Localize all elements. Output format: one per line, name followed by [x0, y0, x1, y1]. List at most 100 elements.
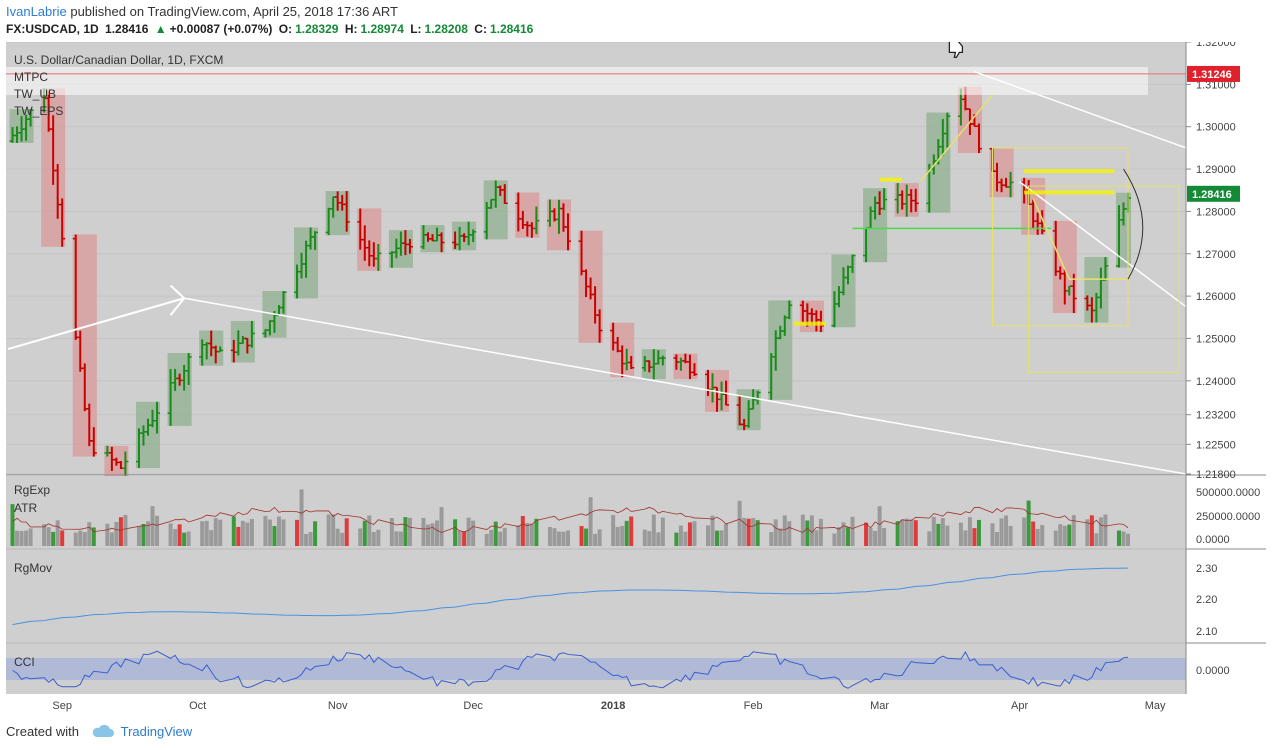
volume-bars — [10, 489, 1130, 546]
volume-bar — [177, 524, 182, 546]
pane-axis-label: 2.30 — [1196, 563, 1217, 575]
arc — [1123, 168, 1144, 280]
trendline — [183, 297, 1187, 475]
volume-bar — [155, 515, 160, 546]
volume-bar — [787, 521, 792, 546]
volume-bar — [547, 526, 552, 546]
volume-bar — [967, 517, 972, 546]
price-tick-label: 1.25000 — [1196, 333, 1236, 345]
pane-axis-label: 2.20 — [1196, 594, 1217, 606]
volume-bar — [304, 533, 309, 546]
pane-axis-label: 2.10 — [1196, 626, 1217, 638]
volume-bar — [660, 517, 665, 546]
volume-bar — [995, 532, 1000, 546]
cci-plot — [6, 650, 1186, 689]
volume-bar — [105, 523, 110, 546]
ohlc-bar — [312, 231, 319, 250]
volume-bar — [1067, 524, 1072, 546]
volume-bar — [358, 528, 363, 546]
legend-item: TW_EPS — [14, 104, 63, 118]
volume-bar — [782, 515, 787, 546]
volume-bar — [371, 532, 376, 546]
volume-bar — [963, 530, 968, 546]
pane-title: CCI — [14, 655, 35, 669]
price-tick-label: 1.29000 — [1196, 164, 1236, 176]
ohlc-bar — [343, 191, 350, 232]
volume-bar — [1031, 521, 1036, 546]
rgmov-pane[interactable] — [6, 550, 1186, 642]
volume-bar — [882, 528, 887, 546]
volume-bar — [82, 532, 87, 546]
ohlc-bar — [217, 346, 224, 353]
volume-bar — [471, 520, 476, 546]
volume-bar — [719, 530, 724, 546]
time-tick-label: Apr — [1011, 700, 1028, 712]
volume-bar — [24, 530, 29, 546]
ohlc-bar — [1007, 171, 1014, 198]
chart-area[interactable]: MTPC TW_UB TW_EPS U.S. Dollar/Canadian Dol… — [6, 37, 1266, 718]
volume-bar — [182, 532, 187, 546]
volume-bar — [818, 518, 823, 546]
volume-bar — [597, 529, 602, 546]
volume-bar — [502, 527, 507, 546]
volume-bar — [846, 527, 850, 546]
volume-bar — [150, 506, 155, 546]
weekly-box — [167, 353, 192, 426]
chart-title: U.S. Dollar/Canadian Dollar, 1D, FXCM — [14, 53, 223, 67]
volume-bar — [742, 517, 747, 546]
ohlc-bar — [944, 112, 951, 148]
volume-bar — [620, 525, 625, 546]
volume-bar — [814, 530, 819, 546]
volume-bar — [118, 517, 123, 546]
volume-bar — [1040, 525, 1045, 546]
volume-bar — [909, 519, 914, 546]
time-tick-label: Feb — [744, 700, 763, 712]
volume-bar — [331, 514, 336, 546]
projection-box — [992, 147, 1129, 327]
pane-title: RgMov — [14, 561, 52, 575]
volume-bar — [895, 521, 900, 546]
last-price: 1.28416 — [105, 22, 149, 36]
ohlc-bar — [565, 213, 571, 251]
tradingview-link[interactable]: TradingView — [120, 724, 193, 739]
volume-bar — [218, 519, 223, 546]
time-tick-label: Dec — [463, 700, 483, 712]
price-tick-label: 1.24000 — [1196, 376, 1236, 388]
legend-item: MTPC — [14, 70, 48, 84]
volume-bar — [836, 527, 841, 546]
publisher-name[interactable]: IvanLabrie — [6, 4, 67, 19]
open-label: O: — [278, 22, 293, 36]
path-arrow — [1032, 198, 1128, 280]
open-value: 1.28329 — [295, 22, 339, 36]
volume-bar — [146, 521, 150, 546]
volume-bar — [91, 527, 96, 546]
projection-box — [1028, 185, 1180, 373]
volume-bar — [678, 525, 683, 546]
chart-svg[interactable]: MTPC TW_UB TW_EPS U.S. Dollar/Canadian Dol… — [6, 37, 1266, 718]
pane-title: RgExp — [14, 483, 50, 497]
low-label: L: — [410, 22, 422, 36]
volume-bar — [629, 516, 634, 546]
time-tick-label: May — [1145, 700, 1166, 712]
volume-bar — [276, 516, 281, 546]
volume-bar — [1085, 519, 1090, 546]
volume-bar — [240, 520, 245, 546]
volume-bar — [737, 500, 742, 546]
volume-bar — [1022, 517, 1027, 546]
drawings — [6, 39, 1187, 475]
symbol-ohlc-line: FX:USDCAD, 1D 1.28416 ▲ +0.00087 (+0.07%)… — [6, 22, 536, 36]
volume-bar — [10, 504, 15, 546]
legend: MTPC TW_UB TW_EPS — [14, 70, 63, 118]
volume-bar — [236, 526, 241, 546]
time-tick-label: Sep — [52, 700, 72, 712]
time-tick-label: Oct — [189, 700, 206, 712]
cci-band — [6, 658, 1186, 680]
volume-bar — [778, 528, 783, 546]
volume-bar — [1035, 528, 1040, 546]
volume-bar — [109, 532, 114, 546]
volume-bar — [426, 524, 430, 546]
change-arrow-icon: ▲ — [154, 22, 167, 36]
volume-bar — [976, 519, 981, 546]
volume-bar — [706, 525, 710, 546]
change-value: +0.00087 (+0.07%) — [169, 22, 273, 36]
